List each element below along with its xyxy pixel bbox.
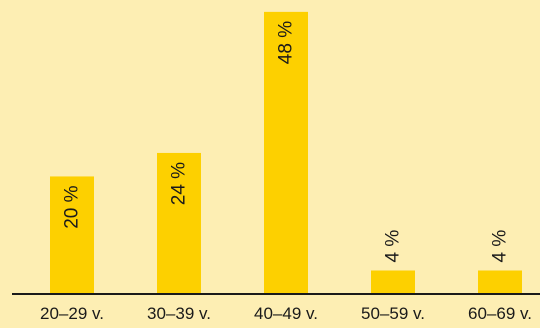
x-tick-label-4: 60–69 v. bbox=[468, 304, 532, 323]
bar-3 bbox=[371, 270, 415, 294]
bar-value-label-0: 20 % bbox=[62, 185, 83, 228]
bar-value-label-3: 4 % bbox=[383, 230, 404, 263]
bar-value-label-4: 4 % bbox=[490, 230, 511, 263]
bar-value-label-2: 48 % bbox=[276, 21, 297, 64]
bar-1 bbox=[157, 152, 201, 294]
x-tick-labels: 20–29 v. 30–39 v. 40–49 v. 50–59 v. 60–69 v. bbox=[40, 304, 532, 323]
bar-4 bbox=[478, 270, 522, 294]
bar-0 bbox=[50, 176, 94, 294]
x-tick-label-2: 40–49 v. bbox=[254, 304, 318, 323]
bar-2 bbox=[264, 11, 308, 294]
x-tick-label-1: 30–39 v. bbox=[147, 304, 211, 323]
x-tick-label-3: 50–59 v. bbox=[361, 304, 425, 323]
x-tick-label-0: 20–29 v. bbox=[40, 304, 104, 323]
bar-value-label-1: 24 % bbox=[169, 162, 190, 205]
bars-group: 20 % 24 % 48 % 4 % 4 % bbox=[50, 11, 522, 294]
